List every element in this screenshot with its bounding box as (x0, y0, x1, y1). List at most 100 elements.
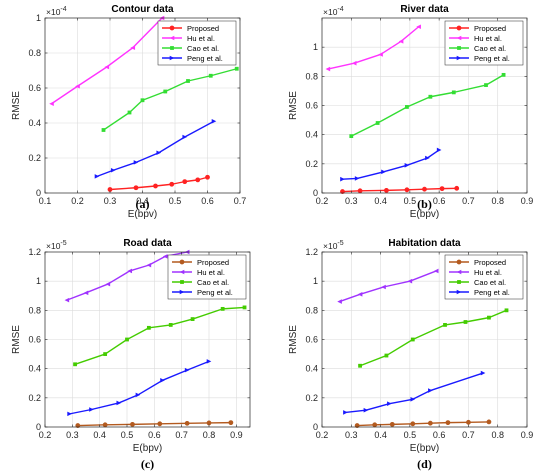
y-tick-label: 0.8 (28, 48, 41, 58)
x-tick-label: 0.9 (521, 196, 534, 206)
x-tick-label: 0.4 (374, 430, 387, 440)
y-tick-label: 1 (313, 276, 318, 286)
x-tick-label: 0.9 (521, 430, 534, 440)
y-tick-label: 1.2 (28, 247, 41, 257)
y-tick-label: 1 (36, 276, 41, 286)
data-point (153, 183, 158, 189)
x-axis: 0.2 0.3 0.4 0.5 0.6 0.7 0.8 0.9 (316, 18, 534, 206)
data-point (445, 420, 451, 426)
legend-marker (457, 280, 461, 284)
series-cao-et-al- (358, 308, 509, 368)
x-tick-label: 0.5 (404, 196, 417, 206)
y-tick-label: 0.6 (305, 101, 318, 111)
y-axis-label: RMSE (11, 325, 22, 354)
series-peng-et-al- (340, 147, 442, 182)
y-tick-label: 0.4 (305, 130, 318, 140)
data-point (451, 90, 456, 95)
series-peng-et-al- (94, 118, 217, 179)
data-point (354, 423, 360, 428)
x-tick-label: 0.5 (121, 430, 134, 440)
x-axis: 0.2 0.3 0.4 0.5 0.6 0.7 0.8 0.9 (316, 252, 534, 440)
data-point (357, 188, 363, 194)
y-tick-label: 0.6 (28, 83, 41, 93)
legend-entry: Hu et al. (474, 268, 502, 277)
y-tick-label: 0.2 (305, 393, 318, 403)
y-tick-label: 0.6 (305, 335, 318, 345)
x-tick-label: 0.7 (175, 430, 188, 440)
x-axis: 0.1 0.2 0.3 0.4 0.5 0.6 0.7 (39, 18, 246, 206)
x-tick-label: 0.5 (169, 196, 182, 206)
legend-marker (456, 259, 462, 265)
y-tick-label: 1 (36, 13, 41, 23)
data-point (340, 176, 345, 182)
legend-entry: Proposed (197, 258, 229, 267)
x-axis-label: E(bpv) (410, 443, 439, 454)
data-point (484, 83, 488, 87)
data-point (375, 121, 380, 125)
legend-entry: Cao et al. (474, 278, 506, 287)
series-peng-et-al- (67, 359, 212, 417)
y-axis: 0 0.2 0.4 0.6 0.8 1 1.2 (305, 247, 527, 432)
x-tick-label: 0.9 (230, 430, 243, 440)
data-point (228, 420, 234, 426)
data-point (381, 169, 386, 175)
legend-entry: Proposed (474, 258, 506, 267)
chart-title: Contour data (111, 4, 174, 15)
data-point (454, 185, 460, 191)
data-point (103, 352, 108, 356)
data-point (486, 419, 492, 425)
legend-marker (169, 25, 175, 31)
x-tick-label: 0.6 (433, 430, 446, 440)
series-line (342, 149, 440, 180)
y-multiplier-base: ×10 (46, 7, 61, 17)
data-point (357, 291, 363, 297)
data-point (94, 174, 100, 179)
legend-entry: Cao et al. (474, 44, 506, 53)
data-point (220, 306, 225, 311)
series-peng-et-al- (343, 370, 486, 415)
data-point (387, 401, 392, 406)
series-hu-et-al- (64, 249, 190, 303)
chart-panel-3: 0.2 0.3 0.4 0.5 0.6 0.7 0.8 0.900.20.40.60.811.… (11, 238, 251, 471)
data-point (389, 421, 395, 427)
x-tick-label: 0.1 (39, 196, 52, 206)
legend-marker (179, 259, 185, 265)
data-point (501, 72, 506, 77)
series-line (74, 306, 245, 365)
x-tick-label: 0.6 (201, 196, 214, 206)
data-point (102, 422, 108, 428)
data-point (146, 325, 151, 330)
x-tick-label: 0.2 (316, 196, 329, 206)
legend-entry: Peng et al. (474, 288, 510, 297)
legend-marker (169, 35, 175, 41)
y-tick-label: 0.4 (28, 364, 41, 374)
legend-entry: Hu et al. (197, 268, 225, 277)
x-tick-label: 0.4 (93, 430, 106, 440)
y-tick-label: 0.8 (28, 305, 41, 315)
data-point (234, 66, 239, 71)
series-cao-et-al- (349, 72, 506, 139)
x-tick-label: 0.2 (316, 430, 329, 440)
chart-title: Road data (123, 238, 172, 249)
data-point (358, 363, 362, 368)
x-axis-label: E(bpv) (133, 443, 162, 454)
y-multiplier: ×10-4 (323, 6, 344, 17)
data-point (325, 66, 331, 72)
data-point (162, 254, 168, 259)
panel-label: (d) (417, 457, 432, 471)
data-point (428, 94, 433, 99)
data-point (104, 64, 110, 70)
data-point (410, 421, 416, 427)
data-point (343, 410, 348, 415)
series-proposed (354, 419, 492, 428)
data-point (443, 323, 447, 327)
legend-entry: Peng et al. (197, 288, 233, 297)
data-point (105, 281, 111, 287)
data-point (428, 388, 433, 393)
x-tick-label: 0.4 (136, 196, 149, 206)
data-point (211, 118, 217, 124)
legend-entry: Cao et al. (187, 44, 219, 53)
data-point (83, 290, 89, 296)
